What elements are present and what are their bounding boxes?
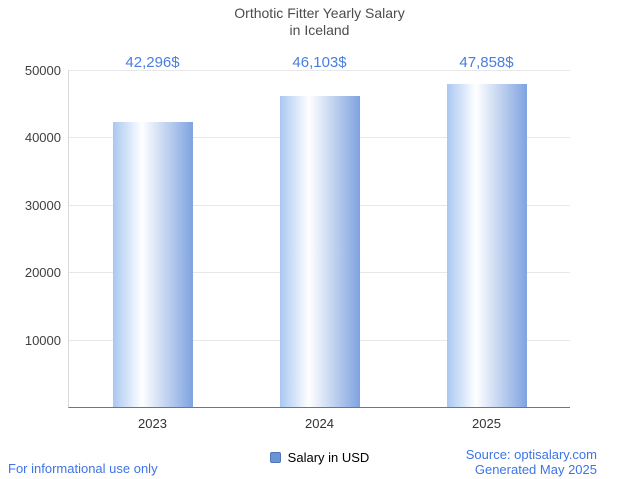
y-axis-tick-label: 10000: [24, 332, 61, 348]
y-axis-tick-label: 50000: [24, 63, 61, 78]
y-axis-tick-label: 30000: [24, 197, 61, 213]
bar-value-label: 42,296$: [125, 54, 180, 71]
chart-title-line1: Orthotic Fitter Yearly Salary: [234, 5, 405, 21]
x-axis-tick-label: 2025: [472, 416, 501, 431]
bar-2024[interactable]: [280, 96, 360, 407]
source-block: Source: optisalary.com Generated May 202…: [466, 447, 597, 477]
legend-label: Salary in USD: [287, 450, 370, 465]
bar-value-label: 46,103$: [292, 54, 347, 71]
generated-date: Generated May 2025: [474, 462, 597, 477]
legend: Salary in USD: [0, 450, 639, 465]
chart-title-line2: in Iceland: [289, 22, 350, 38]
bar-value-label: 47,858$: [459, 54, 514, 71]
gridline: [69, 70, 570, 71]
y-axis-tick-label: 20000: [24, 265, 61, 281]
x-axis-tick-label: 2023: [138, 416, 167, 431]
source-link[interactable]: Source: optisalary.com: [465, 447, 597, 462]
plot-area: 10000 20000 30000 40000 50000 42,296$ 2023 46,1…: [25, 54, 570, 431]
disclaimer-text: For informational use only: [8, 461, 158, 476]
bar-2025[interactable]: [447, 84, 527, 407]
x-axis-tick-label: 2024: [305, 416, 334, 431]
legend-swatch-icon: [269, 452, 281, 463]
bar-2023[interactable]: [113, 122, 193, 407]
chart-title: Orthotic Fitter Yearly Salary in Iceland: [0, 5, 639, 39]
y-axis-tick-label: 40000: [24, 130, 61, 146]
